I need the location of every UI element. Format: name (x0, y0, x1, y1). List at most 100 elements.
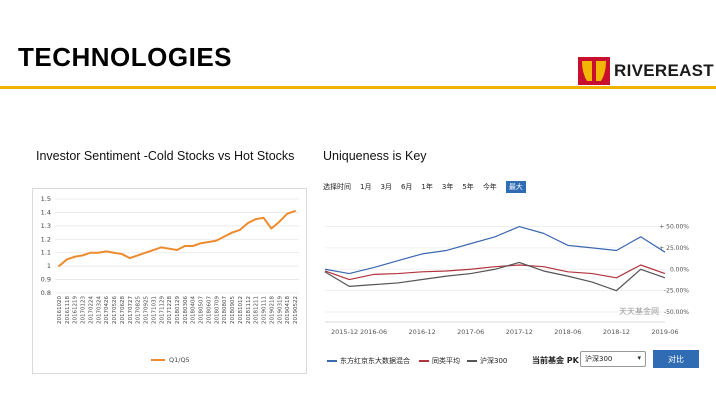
fund-x-tick: 2018-06 (554, 328, 581, 336)
fund-x-tick: 2015-12 (331, 328, 358, 336)
sentiment-x-tick: 20171031 (151, 296, 157, 324)
time-range-bar: 选择时间 1月 3月 6月 1年 3年 5年 今年 最大 (323, 180, 526, 194)
sentiment-y-tick: 1.4 (41, 208, 51, 216)
sentiment-x-tick: 20171228 (167, 296, 173, 324)
sentiment-x-tick: 20190418 (285, 296, 291, 324)
fund-x-tick: 2017-12 (506, 328, 533, 336)
sentiment-series-line (58, 210, 296, 267)
sentiment-point (176, 249, 178, 251)
sentiment-point (199, 242, 202, 245)
sentiment-x-tick: 20180507 (199, 296, 205, 324)
sentiment-point (105, 250, 108, 253)
sentiment-x-tick: 20161020 (57, 296, 63, 324)
sentiment-point (254, 218, 257, 221)
fund-x-tick: 2018-12 (603, 328, 630, 336)
fund-performance-panel: 选择时间 1月 3月 6月 1年 3年 5年 今年 最大 + 50.00% + 2… (319, 178, 699, 373)
sentiment-x-tick: 20161118 (65, 296, 71, 324)
sentiment-x-tick: 20170727 (128, 296, 134, 324)
fund-performance-chart: + 50.00% + 25.00% 0.00% -25.00% -50.00% 2015-… (324, 224, 689, 336)
sentiment-y-tick: 1.2 (41, 235, 51, 243)
range-button-6m[interactable]: 6月 (400, 183, 413, 191)
sentiment-x-tick: 20171129 (159, 296, 165, 324)
sentiment-x-tick: 20180709 (214, 296, 220, 324)
sentiment-x-tick: 20170628 (120, 296, 126, 324)
pk-label: 当前基金 PK (532, 356, 579, 365)
sentiment-point (160, 246, 163, 249)
sentiment-x-tick: 20170526 (112, 296, 118, 324)
range-button-ytd[interactable]: 今年 (482, 183, 497, 191)
time-range-label: 选择时间 (323, 183, 351, 191)
rivereast-logo: RIVEREAST (578, 57, 714, 85)
sentiment-x-tick: 20190218 (269, 296, 275, 324)
sentiment-y-tick: 1.3 (41, 222, 51, 230)
range-button-1m[interactable]: 1月 (360, 183, 372, 191)
sentiment-point (270, 227, 273, 230)
fund-y-tick: 0.00% (670, 266, 689, 273)
sentiment-point (144, 251, 147, 254)
compare-button[interactable]: 对比 (653, 350, 699, 368)
left-chart-heading: Investor Sentiment -Cold Stocks vs Hot S… (36, 149, 295, 163)
sentiment-point (207, 241, 210, 243)
legend-swatch-index (467, 360, 477, 362)
rivereast-logo-icon (578, 57, 610, 85)
sentiment-legend-label: Q1/Q5 (169, 356, 190, 364)
fund-y-tick: + 25.00% (659, 245, 689, 252)
range-button-3y[interactable]: 3年 (441, 183, 454, 191)
range-button-3m[interactable]: 3月 (380, 183, 392, 191)
sentiment-point (294, 210, 296, 212)
legend-label-index: 沪深300 (480, 357, 508, 365)
fund-y-tick: -25.00% (664, 288, 689, 295)
sentiment-x-tick: 20190319 (277, 296, 283, 324)
slide-title: TECHNOLOGIES (18, 42, 233, 72)
title-underline (0, 86, 716, 89)
legend-label-fund: 东方红京东大数据混合 (340, 357, 410, 365)
pk-benchmark-select[interactable]: 沪深300 ▾ (580, 351, 646, 367)
sentiment-y-tick: 1.5 (41, 195, 51, 203)
fund-y-tick: -50.00% (664, 309, 689, 316)
fund-x-tick: 2019-06 (651, 328, 678, 336)
sentiment-x-tick: 20170123 (81, 296, 87, 324)
sentiment-x-tick: 20170426 (104, 296, 110, 324)
sentiment-x-tick: 20170324 (96, 296, 102, 324)
range-button-5y[interactable]: 5年 (462, 183, 474, 191)
sentiment-x-tick: 20190111 (262, 296, 268, 324)
range-button-1y[interactable]: 1年 (421, 183, 433, 191)
sentiment-point (73, 255, 76, 258)
select-caret-icon: ▾ (637, 354, 641, 362)
sentiment-x-tick: 20180905 (230, 296, 236, 324)
fund-watermark: 天天基金网 (619, 306, 659, 316)
legend-item-index[interactable]: 沪深300 (467, 356, 507, 366)
sentiment-x-tick: 20181211 (254, 296, 260, 324)
sentiment-point (113, 251, 115, 254)
legend-item-peer[interactable]: 同类平均 (419, 356, 460, 366)
legend-item-fund[interactable]: 东方红京东大数据混合 (327, 356, 410, 366)
sentiment-x-tick: 20190522 (293, 296, 299, 324)
right-chart-heading: Uniqueness is Key (323, 149, 427, 163)
sentiment-x-tick: 20181012 (238, 296, 244, 324)
sentiment-point (239, 228, 241, 231)
sentiment-point (183, 245, 186, 247)
sentiment-point (58, 265, 60, 268)
sentiment-point (231, 231, 233, 234)
sentiment-y-tick: 1.1 (41, 249, 51, 257)
sentiment-point (97, 251, 100, 254)
sentiment-point (65, 258, 68, 261)
sentiment-point (191, 245, 194, 247)
fund-x-tick: 2017-06 (457, 328, 484, 336)
fund-y-tick: + 50.00% (659, 224, 689, 231)
peer-series-line (324, 264, 666, 281)
sentiment-x-tick: 20170925 (144, 296, 150, 324)
sentiment-point (278, 220, 281, 223)
legend-swatch-fund (327, 360, 337, 362)
sentiment-point (89, 251, 92, 254)
sentiment-y-tick: 0.9 (41, 276, 51, 284)
sentiment-x-tick: 20180404 (191, 296, 197, 324)
sentiment-x-tick: 20180607 (206, 296, 212, 324)
index-series-line (324, 261, 666, 292)
sentiment-point (152, 249, 155, 251)
logo-text: RIVEREAST (614, 61, 714, 80)
range-button-max[interactable]: 最大 (505, 181, 526, 193)
sentiment-y-tick: 1 (47, 262, 51, 270)
sentiment-point (262, 216, 265, 219)
